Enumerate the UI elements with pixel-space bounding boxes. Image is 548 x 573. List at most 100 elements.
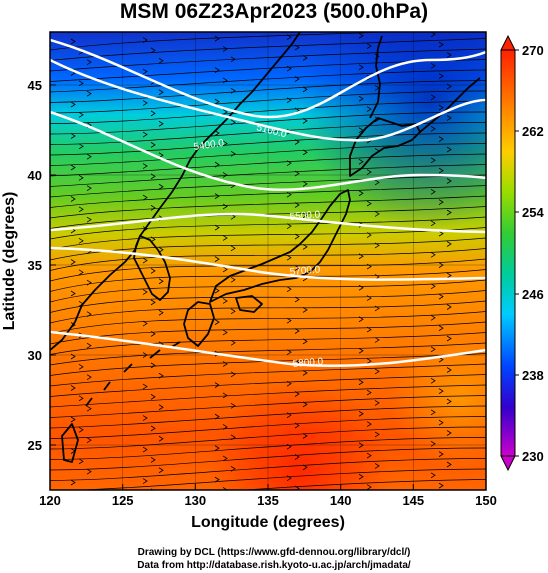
- wind-arrow: [366, 43, 372, 49]
- wind-arrow: [366, 232, 372, 238]
- wind-arrow: [286, 160, 292, 167]
- wind-arrow: [150, 331, 156, 337]
- wind-arrow: [446, 146, 452, 153]
- wind-arrow: [158, 278, 164, 285]
- wind-arrow: [230, 434, 236, 441]
- wind-arrow: [70, 38, 76, 45]
- contour-line-5700: [50, 246, 486, 281]
- wind-arrow: [70, 196, 76, 202]
- x-tick-label: 140: [330, 493, 352, 508]
- wind-arrow: [438, 419, 444, 426]
- wind-arrow: [430, 251, 436, 258]
- wind-arrow: [142, 320, 148, 327]
- streamline: [50, 153, 486, 177]
- wind-arrow: [214, 35, 220, 42]
- wind-arrow: [446, 209, 452, 216]
- wind-arrow: [158, 246, 164, 253]
- wind-arrow: [214, 382, 220, 388]
- wind-arrow: [438, 325, 444, 331]
- wind-arrow: [70, 290, 76, 297]
- wind-arrow: [79, 490, 83, 495]
- wind-arrow: [86, 468, 92, 475]
- wind-arrow: [446, 398, 452, 405]
- wind-arrow: [150, 142, 156, 148]
- wind-arrow: [446, 461, 452, 468]
- wind-arrow: [366, 421, 372, 427]
- colorbar-tick-label: 270: [522, 43, 544, 58]
- wind-arrow: [374, 211, 380, 217]
- coastline-kyushu: [183, 301, 215, 347]
- wind-arrow: [230, 402, 236, 409]
- wind-arrow: [142, 383, 148, 390]
- contour-label: 5400.0: [193, 138, 225, 153]
- contour-label: 5500.0: [289, 209, 321, 223]
- wind-arrow: [150, 110, 156, 117]
- wind-arrow: [150, 173, 156, 180]
- wind-arrow: [222, 266, 228, 273]
- wind-arrow: [142, 194, 148, 201]
- wind-arrow: [294, 485, 300, 490]
- streamline: [50, 48, 486, 72]
- wind-arrow: [286, 380, 292, 387]
- wind-arrow: [222, 329, 228, 336]
- wind-arrow: [366, 295, 372, 301]
- wind-arrow: [86, 342, 92, 349]
- colorbar-tick-label: 230: [522, 449, 544, 464]
- wind-arrow: [430, 94, 436, 101]
- wind-arrow: [374, 337, 380, 343]
- wind-arrow: [294, 233, 300, 240]
- x-axis-title: Longitude (degrees): [191, 514, 345, 531]
- wind-arrow: [358, 379, 364, 386]
- wind-arrow: [222, 109, 228, 115]
- wind-arrow: [222, 392, 228, 399]
- streamline: [50, 101, 486, 124]
- wind-arrow: [430, 314, 436, 321]
- wind-arrow: [214, 193, 220, 199]
- wind-arrow: [438, 230, 444, 237]
- wind-arrow: [430, 188, 436, 195]
- wind-arrow: [366, 389, 372, 396]
- wind-arrow: [230, 339, 236, 346]
- wind-arrow: [286, 317, 292, 324]
- wind-arrow: [302, 433, 308, 439]
- wind-arrow: [430, 157, 436, 164]
- coastline-shikoku: [235, 295, 263, 313]
- wind-arrow: [286, 223, 292, 230]
- streamline: [50, 227, 486, 250]
- streamline: [50, 437, 486, 460]
- wind-arrow: [86, 90, 92, 97]
- wind-arrow: [358, 284, 364, 291]
- wind-arrow: [158, 120, 164, 127]
- contour-line-5800: [50, 330, 486, 368]
- wind-arrow: [222, 235, 228, 241]
- wind-arrow: [142, 37, 148, 43]
- wind-arrow: [286, 34, 292, 41]
- colorbar-scale: [500, 49, 516, 457]
- x-tick-label: 150: [475, 493, 497, 508]
- wind-arrow: [150, 425, 156, 432]
- wind-arrow: [86, 405, 92, 412]
- wind-arrow: [86, 216, 92, 223]
- wind-arrow: [358, 95, 364, 102]
- wind-arrow: [78, 238, 84, 244]
- coastline-taiwan: [61, 423, 79, 463]
- credit-line-data: Data from http://database.rish.kyoto-u.a…: [137, 560, 411, 571]
- streamline: [50, 332, 486, 355]
- wind-arrow: [294, 76, 300, 82]
- wind-arrow: [286, 191, 292, 198]
- wind-arrow: [150, 457, 156, 463]
- wind-arrow: [286, 286, 292, 293]
- wind-arrow: [222, 140, 228, 147]
- streamline: [50, 458, 486, 481]
- wind-arrow: [86, 59, 92, 66]
- wind-streamlines: [50, 32, 486, 495]
- wind-arrow: [158, 89, 164, 96]
- x-tick-label: 125: [112, 493, 134, 508]
- coastline-korea: [133, 235, 171, 301]
- wind-arrow: [430, 283, 436, 290]
- streamline: [50, 405, 486, 429]
- wind-arrow: [438, 41, 444, 48]
- streamline: [50, 90, 486, 114]
- wind-arrow: [230, 308, 236, 315]
